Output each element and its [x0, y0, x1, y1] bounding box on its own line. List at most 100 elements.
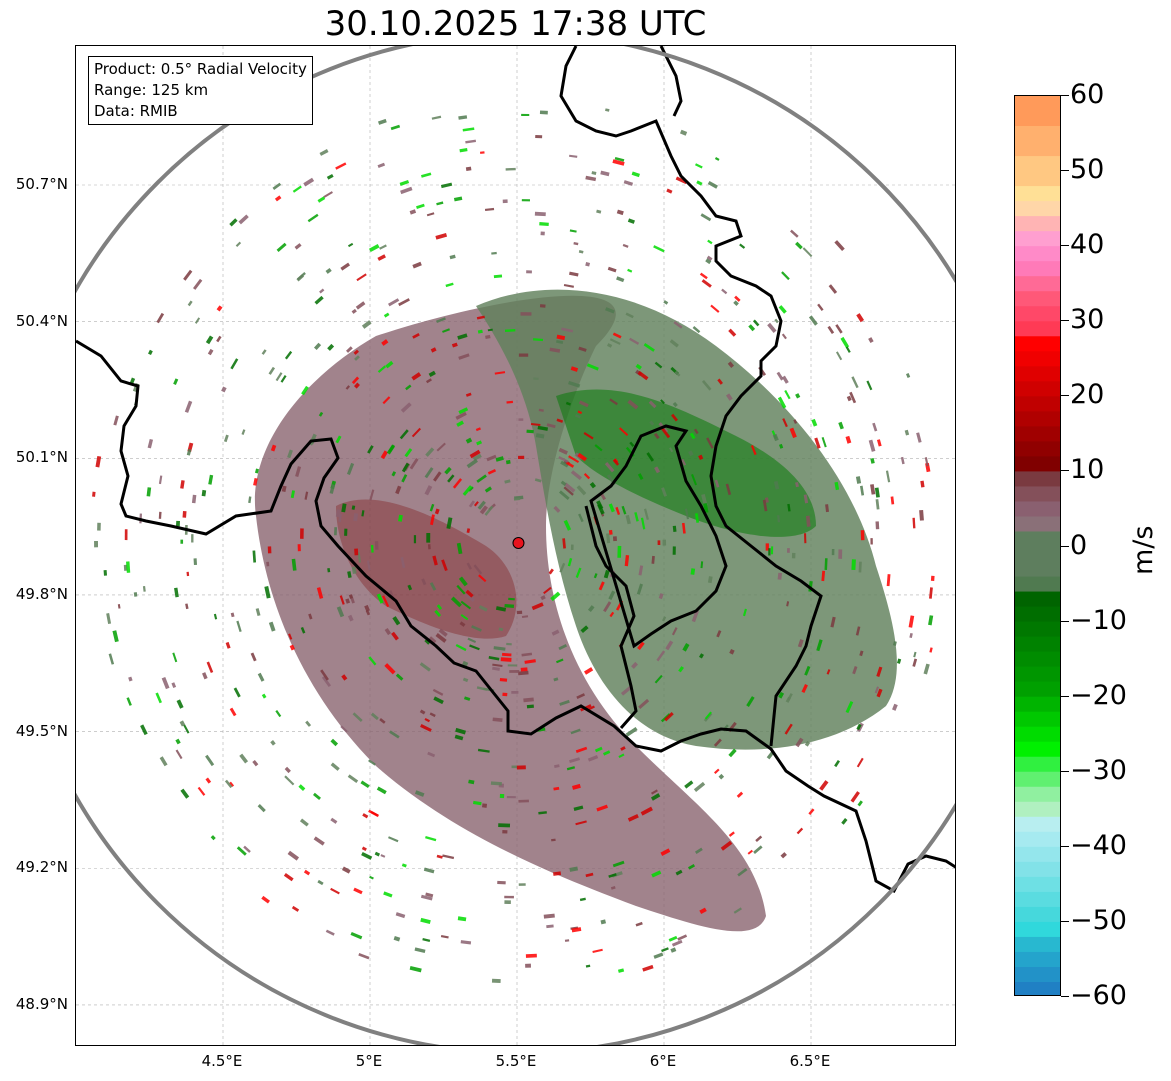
echo-speckle — [913, 651, 917, 658]
echo-speckle — [733, 300, 739, 306]
echo-speckle — [600, 919, 607, 925]
echo-speckle — [455, 643, 467, 652]
echo-speckle — [929, 647, 933, 653]
echo-speckle — [841, 818, 848, 825]
echo-speckle — [457, 333, 468, 340]
echo-speckle — [504, 328, 516, 333]
echo-speckle — [456, 420, 464, 427]
echo-speckle — [366, 560, 371, 571]
colorbar-band — [1015, 381, 1060, 397]
echo-speckle — [868, 439, 876, 452]
echo-speckle — [485, 334, 491, 340]
echo-speckle — [313, 342, 322, 351]
echo-speckle — [533, 338, 544, 342]
echo-speckle — [335, 162, 347, 170]
colorbar-tick-label: −40 — [1070, 829, 1127, 861]
echo-speckle — [270, 444, 277, 452]
echo-speckle — [275, 372, 283, 382]
echo-speckle — [608, 503, 615, 513]
echo-speckle — [777, 396, 787, 409]
echo-speckle — [629, 337, 640, 345]
echo-speckle — [592, 948, 603, 953]
echo-speckle — [734, 295, 741, 302]
radar-map[interactable] — [75, 45, 956, 1046]
echo-speckle — [849, 391, 857, 404]
echo-speckle — [637, 370, 649, 381]
echo-speckle — [356, 273, 367, 282]
echo-speckle — [643, 343, 655, 352]
echo-speckle — [874, 487, 880, 498]
border-de-east — [559, 46, 823, 747]
echo-speckle — [585, 262, 591, 267]
echo-speckle — [576, 693, 586, 699]
colorbar-band — [1015, 681, 1060, 698]
colorbar-band — [1015, 576, 1060, 593]
echo-speckle — [824, 558, 828, 571]
radar-site-marker[interactable] — [512, 537, 525, 550]
echo-speckle — [481, 803, 488, 808]
echo-speckle — [920, 480, 925, 488]
radar-map-canvas — [76, 46, 955, 1045]
echo-speckle — [746, 696, 755, 707]
echo-speckle — [106, 613, 112, 624]
echo-speckle — [395, 673, 404, 681]
echo-speckle — [546, 924, 554, 929]
echo-speckle — [290, 490, 295, 499]
echo-speckle — [627, 268, 633, 273]
echo-speckle — [728, 748, 737, 758]
echo-speckle — [520, 667, 528, 672]
echo-speckle — [484, 207, 495, 212]
echo-speckle — [126, 697, 132, 706]
echo-speckle — [845, 701, 854, 714]
echo-speckle — [596, 804, 608, 812]
echo-speckle — [376, 786, 387, 795]
echo-speckle — [578, 346, 587, 352]
echo-speckle — [369, 489, 375, 501]
echo-speckle — [484, 486, 492, 493]
echo-speckle — [268, 366, 276, 375]
echo-speckle — [654, 674, 663, 684]
echo-speckle — [905, 372, 911, 378]
echo-strong-inbound-band — [556, 389, 816, 537]
echo-speckle — [850, 791, 860, 803]
colorbar-band — [1015, 321, 1060, 337]
echo-speckle — [707, 576, 713, 584]
echo-speckle — [762, 499, 768, 512]
echo-speckle — [499, 793, 505, 799]
echo-speckle — [298, 784, 306, 791]
echo-speckle — [458, 353, 470, 360]
echo-speckle — [428, 636, 437, 644]
echo-speckle — [379, 718, 386, 724]
echo-speckle — [575, 820, 587, 826]
echo-speckle — [622, 243, 629, 248]
colorbar-band — [1015, 216, 1060, 232]
echo-speckle — [563, 283, 574, 288]
echo-speckle — [465, 392, 472, 397]
colorbar-band — [1015, 96, 1060, 127]
echo-speckle — [621, 505, 627, 515]
echo-speckle — [662, 539, 667, 546]
echo-speckle — [618, 753, 625, 759]
echo-speckle — [479, 151, 485, 154]
echo-speckle — [578, 513, 584, 523]
echo-speckle — [495, 456, 504, 462]
echo-speckle — [802, 247, 813, 258]
echo-speckle — [803, 494, 809, 504]
echo-speckle — [276, 242, 287, 252]
echo-speckle — [511, 690, 519, 694]
echo-speckle — [657, 540, 661, 545]
echo-speckle — [361, 510, 365, 517]
echo-speckle — [440, 182, 453, 189]
echo-speckle — [462, 127, 475, 132]
echo-speckle — [703, 503, 709, 513]
echo-speckle — [875, 521, 880, 530]
echo-speckle — [605, 307, 615, 314]
echo-speckle — [358, 953, 370, 960]
echo-speckle — [287, 850, 300, 861]
echo-speckle — [845, 346, 851, 353]
echo-speckle — [535, 433, 545, 439]
echo-speckle — [451, 342, 458, 348]
echo-speckle — [299, 818, 309, 827]
echo-speckle — [725, 483, 732, 496]
echo-speckle — [353, 349, 359, 355]
